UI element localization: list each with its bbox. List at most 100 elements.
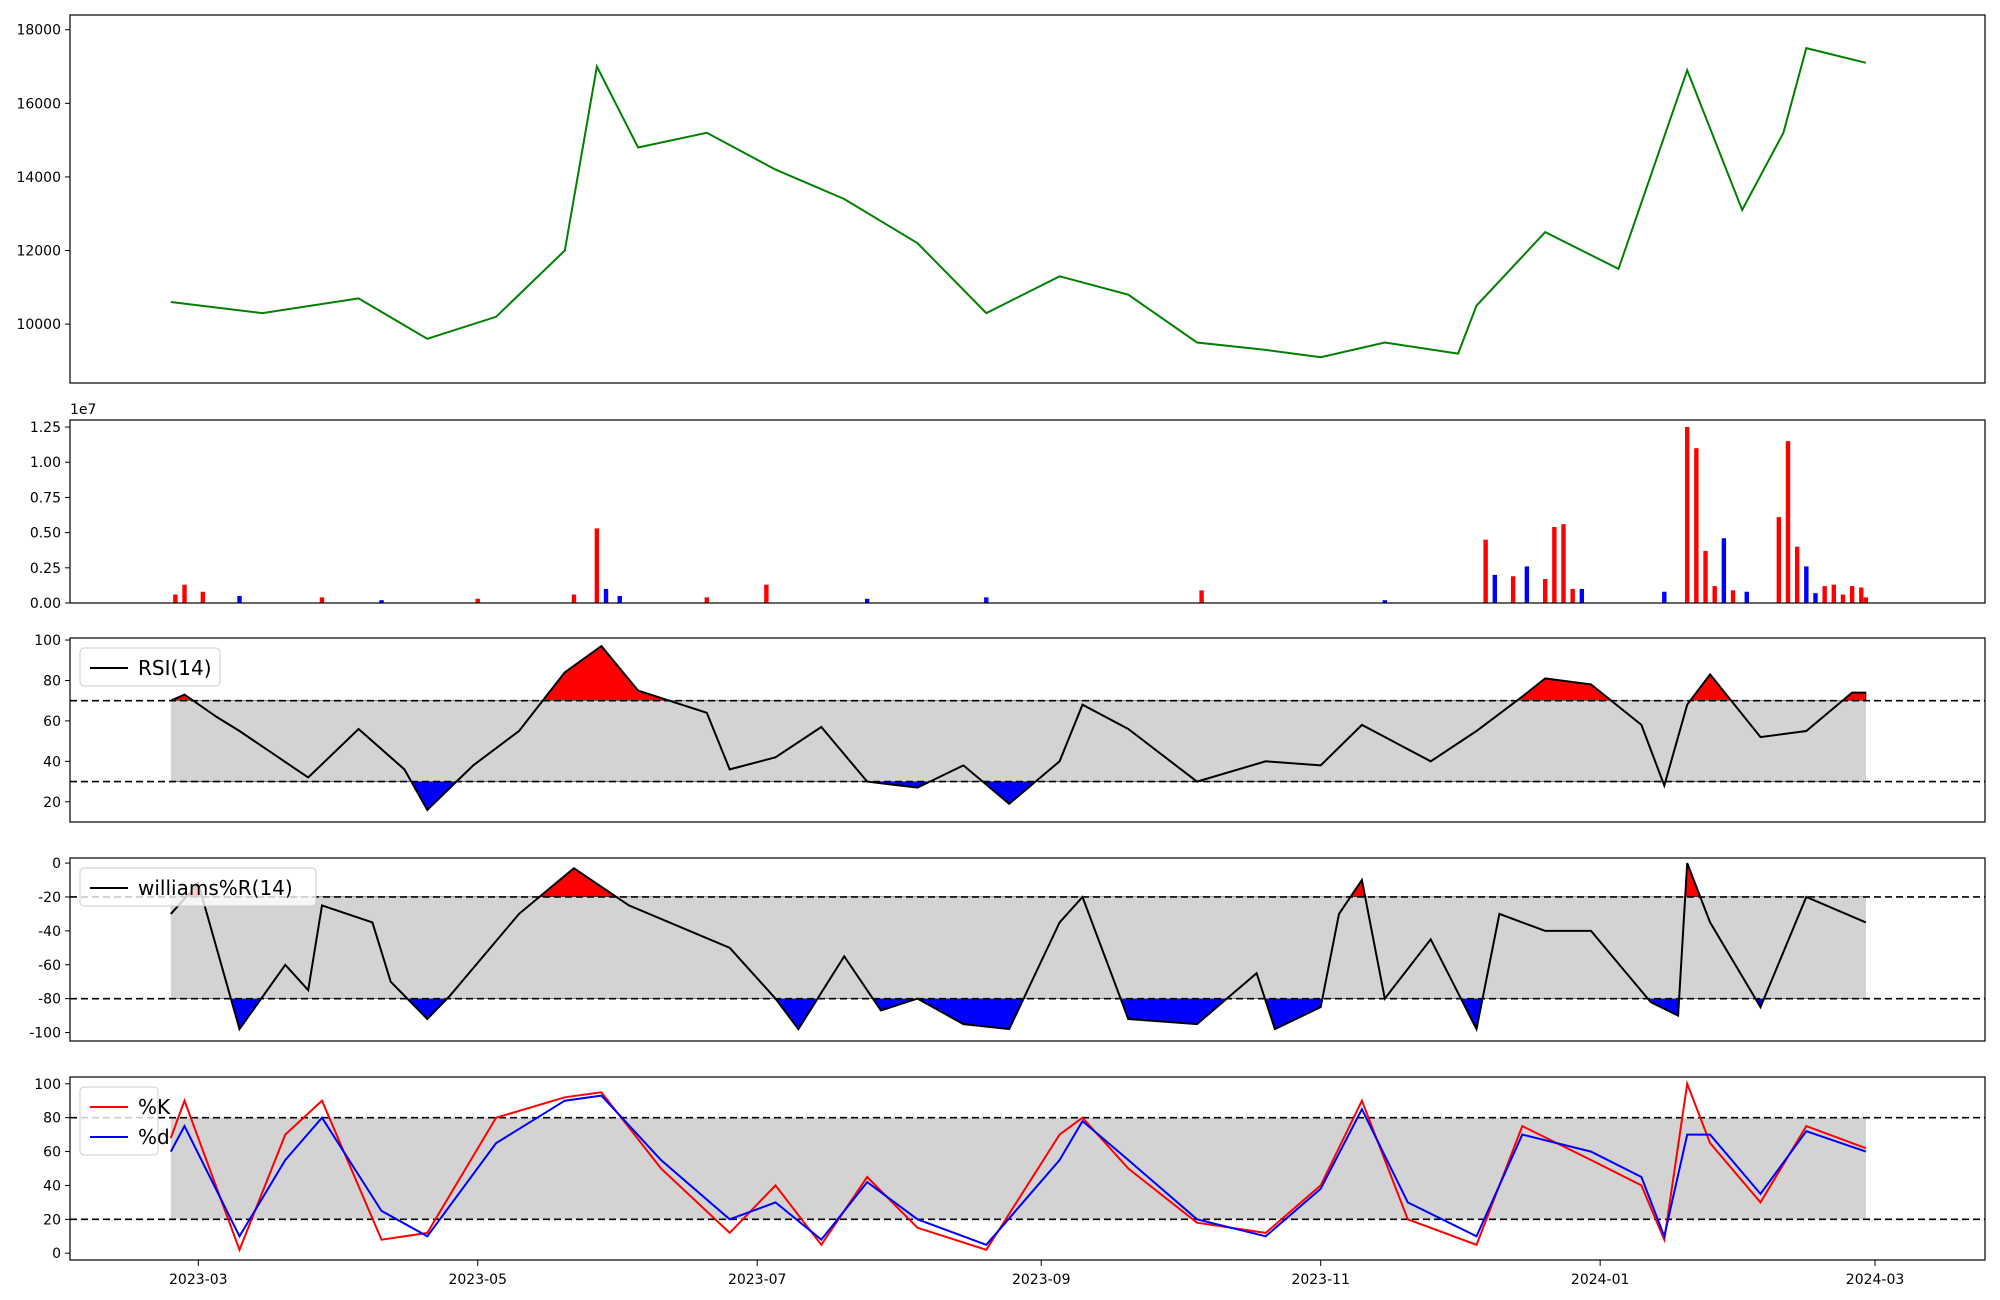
volume-bar bbox=[1721, 538, 1727, 603]
volume-bar bbox=[1813, 593, 1818, 603]
volume-bar bbox=[1831, 584, 1837, 603]
stochastic-ytick-label: 80 bbox=[43, 1111, 61, 1127]
volume-scale-label: 1e7 bbox=[70, 402, 96, 418]
rsi-legend-box bbox=[79, 647, 221, 687]
x-tick-label: 2023-05 bbox=[448, 1272, 507, 1288]
volume-bar bbox=[1542, 579, 1548, 603]
volume-bar bbox=[1712, 586, 1717, 603]
volume-bar bbox=[1510, 576, 1516, 603]
stochastic-d-line bbox=[169, 1094, 1867, 1246]
volume-bar bbox=[1744, 591, 1749, 603]
volume-bar bbox=[603, 588, 609, 603]
volume-panel: 0.00 0.25 0.50 0.75 1.00 1.25 bbox=[30, 419, 1986, 612]
price-ytick-label: 18000 bbox=[16, 23, 61, 39]
williams-overbought-fill bbox=[170, 862, 1867, 897]
rsi-legend-label: RSI(14) bbox=[138, 656, 212, 680]
volume-ytick-label: 1.00 bbox=[30, 455, 61, 471]
williams-ytick-label: -80 bbox=[38, 992, 61, 1008]
x-tick-label: 2023-03 bbox=[169, 1272, 228, 1288]
price-ytick-label: 12000 bbox=[16, 244, 61, 260]
williams-band bbox=[170, 896, 1866, 999]
volume-bar bbox=[1804, 566, 1809, 603]
volume-bar bbox=[182, 584, 187, 603]
williams-ytick-label: -40 bbox=[38, 924, 61, 940]
volume-bar bbox=[173, 594, 178, 603]
price-frame bbox=[69, 14, 1986, 384]
rsi-frame bbox=[69, 637, 1986, 823]
volume-bar bbox=[1785, 441, 1791, 603]
williams-panel: -100 -80 -60 -40 -20 0 williams%R(14) bbox=[29, 856, 1986, 1042]
volume-bar bbox=[1794, 546, 1800, 603]
stochastic-ytick-label: 0 bbox=[52, 1246, 61, 1262]
x-tick-label: 2024-03 bbox=[1846, 1272, 1905, 1288]
volume-bar bbox=[475, 598, 480, 603]
price-ytick-label: 10000 bbox=[16, 317, 61, 333]
stochastic-ytick-label: 60 bbox=[43, 1145, 61, 1161]
volume-bar bbox=[1776, 517, 1782, 603]
x-tick-label: 2023-11 bbox=[1291, 1272, 1350, 1288]
volume-bar bbox=[1662, 591, 1667, 603]
volume-ytick-label: 0.25 bbox=[30, 561, 61, 577]
volume-bar bbox=[237, 595, 242, 603]
rsi-ytick-label: 100 bbox=[34, 633, 61, 649]
price-ytick-label: 14000 bbox=[16, 170, 61, 186]
price-panel: 10000 12000 14000 16000 18000 bbox=[16, 14, 1986, 384]
stochastic-legend-label: %d bbox=[138, 1125, 170, 1149]
stochastic-band bbox=[170, 1117, 1866, 1220]
volume-bar bbox=[200, 591, 206, 603]
volume-ytick-label: 0.50 bbox=[30, 526, 61, 542]
volume-bar bbox=[1492, 574, 1497, 603]
x-axis: 2023-03 2023-05 2023-07 2023-09 2023-11 2024-… bbox=[169, 1260, 1904, 1288]
price-line bbox=[170, 46, 1867, 359]
rsi-panel: 20 40 60 80 100 RSI(14) bbox=[34, 633, 1986, 823]
stochastic-ytick-label: 40 bbox=[43, 1178, 61, 1194]
rsi-overbought-fill bbox=[170, 645, 1867, 701]
volume-bar bbox=[1849, 586, 1855, 603]
volume-bar bbox=[704, 597, 710, 603]
williams-ytick-label: 0 bbox=[52, 856, 61, 872]
volume-bar bbox=[1822, 586, 1827, 603]
volume-bar bbox=[864, 598, 870, 603]
williams-ytick-label: -100 bbox=[29, 1026, 61, 1042]
volume-bar bbox=[1524, 566, 1530, 603]
volume-bar bbox=[984, 597, 989, 603]
williams-ytick-label: -60 bbox=[38, 958, 61, 974]
volume-bar bbox=[1552, 526, 1557, 603]
volume-frame bbox=[69, 419, 1986, 604]
williams-legend-box bbox=[79, 867, 317, 907]
williams-ytick-label: -20 bbox=[38, 890, 61, 906]
rsi-ytick-label: 40 bbox=[43, 754, 61, 770]
volume-bar bbox=[319, 597, 325, 603]
stochastic-ytick-label: 100 bbox=[34, 1077, 61, 1093]
williams-frame bbox=[69, 857, 1986, 1042]
stochastic-frame bbox=[69, 1076, 1986, 1261]
x-tick-label: 2023-07 bbox=[728, 1272, 787, 1288]
stochastic-panel: 0 20 40 60 80 100 %K %d bbox=[34, 1076, 1986, 1262]
volume-ytick-label: 0.00 bbox=[30, 596, 61, 612]
x-tick-label: 2023-09 bbox=[1012, 1272, 1071, 1288]
volume-bar bbox=[571, 594, 577, 603]
stochastic-k-line bbox=[169, 1079, 1867, 1253]
volume-bar bbox=[617, 595, 622, 603]
volume-bar bbox=[1382, 600, 1388, 603]
volume-bar bbox=[594, 528, 600, 603]
volume-ytick-label: 0.75 bbox=[30, 490, 61, 506]
volume-ytick-label: 1.25 bbox=[30, 420, 61, 436]
stochastic-legend-label: %K bbox=[138, 1095, 171, 1119]
volume-bar bbox=[1840, 594, 1846, 603]
volume-bar bbox=[764, 584, 769, 603]
volume-bar bbox=[1570, 588, 1575, 603]
volume-bar bbox=[1579, 588, 1585, 603]
price-ytick-label: 16000 bbox=[16, 96, 61, 112]
volume-bar bbox=[1859, 587, 1864, 603]
volume-bar bbox=[1561, 524, 1566, 603]
williams-line bbox=[170, 862, 1867, 1033]
rsi-band bbox=[170, 700, 1866, 782]
williams-legend-label: williams%R(14) bbox=[138, 876, 293, 900]
volume-bar bbox=[1483, 539, 1488, 603]
volume-bar bbox=[1685, 427, 1690, 603]
x-tick-label: 2024-01 bbox=[1571, 1272, 1630, 1288]
volume-bar bbox=[1199, 590, 1204, 603]
volume-bar bbox=[1703, 550, 1708, 603]
